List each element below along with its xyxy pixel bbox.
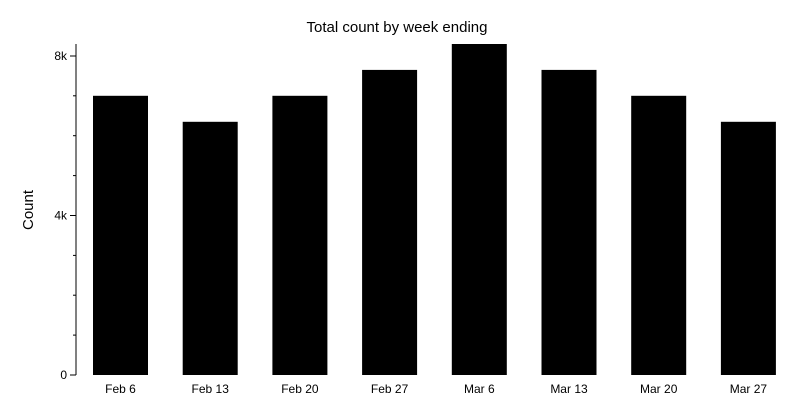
bar-4 [451,44,507,375]
x-tick-label-4: Mar 6 [464,382,495,396]
bars [93,44,776,376]
chart-title: Total count by week ending [307,19,488,36]
x-tick-label-6: Mar 20 [640,382,678,396]
y-axis-label: Count [20,189,37,230]
bar-0 [93,95,148,376]
x-tick-label-7: Mar 27 [730,382,768,396]
y-axis-ticks: 0 4k 8k [54,49,76,382]
bar-5 [541,69,597,376]
x-tick-label-5: Mar 13 [550,382,588,396]
y-tick-label-2: 8k [54,49,68,63]
x-tick-label-0: Feb 6 [105,382,136,396]
bar-3 [362,69,418,376]
x-axis-ticks: Feb 6 Feb 13 Feb 20 Feb 27 Mar 6 Mar 13 Mar 20… [105,382,767,396]
y-tick-label-1: 4k [54,209,68,223]
x-tick-label-3: Feb 27 [371,382,409,396]
bar-7 [720,121,776,375]
x-tick-label-2: Feb 20 [281,382,319,396]
x-tick-label-1: Feb 13 [192,382,230,396]
bar-1 [182,121,238,375]
bar-6 [631,95,687,376]
bar-2 [272,95,328,376]
y-tick-label-0: 0 [60,368,67,382]
